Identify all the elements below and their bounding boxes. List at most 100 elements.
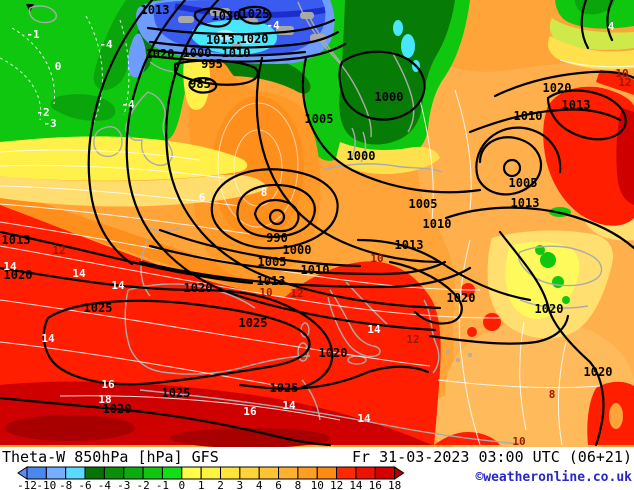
contour-label: -2	[36, 106, 49, 119]
contour-label: 1000	[375, 90, 404, 104]
legend-cell	[336, 466, 357, 480]
legend-tick-label: 2	[217, 479, 224, 490]
contour-label: 1020	[103, 402, 132, 416]
contour-label: 1025	[162, 386, 191, 400]
legend-tick-label: -2	[136, 479, 149, 490]
legend-tick-label: 14	[349, 479, 363, 490]
legend-cell	[200, 466, 221, 480]
contour-label: 14	[3, 260, 17, 273]
chart-title: Theta-W 850hPa [hPa] GFS	[2, 448, 219, 466]
contour-label: 1000	[183, 46, 212, 60]
legend-tick-label: -8	[59, 479, 72, 490]
color-scale-legend: -12 -10 -8 -6 -4 -3 -2 -1 0 1 2 3 4 6 8 10 12 14 16 18	[17, 466, 405, 490]
legend-tick-label: 6	[275, 479, 282, 490]
contour-label: 10	[259, 286, 272, 299]
contour-label: 1013	[2, 233, 31, 247]
legend-cell	[374, 466, 396, 480]
contour-label: 1010	[514, 109, 543, 123]
contour-label: 14	[72, 267, 86, 280]
contour-label: -4	[266, 19, 280, 32]
legend-cell	[103, 466, 125, 480]
legend-arrow-right-icon	[394, 466, 405, 480]
legend-tick-label: 8	[295, 479, 302, 490]
contour-label: 1010	[423, 217, 452, 231]
legend-tick-label: 3	[237, 479, 244, 490]
contour-label: -3	[43, 117, 56, 130]
contour-label: 1020	[447, 291, 476, 305]
contour-label: 12	[618, 76, 631, 89]
legend-cell	[297, 466, 318, 480]
chart-datetime: Fr 31-03-2023 03:00 UTC (06+21)	[352, 448, 632, 466]
contour-label: 1013	[562, 98, 591, 112]
contour-label: 14	[41, 332, 55, 345]
contour-label: 1025	[239, 316, 268, 330]
legend-tick-label: -3	[117, 479, 130, 490]
contour-label: 14	[367, 323, 381, 336]
contour-label: 8	[261, 186, 268, 199]
contour-label: 1013.	[206, 33, 242, 47]
contour-label: 995	[201, 57, 223, 71]
contour-label: -1	[26, 28, 40, 41]
contour-label: -4	[121, 98, 135, 111]
legend-tick-label: 18	[388, 479, 401, 490]
contour-label: 4	[608, 20, 615, 33]
contour-label: 10	[370, 252, 383, 265]
contour-label: 1030	[212, 9, 241, 23]
contour-label: 14	[282, 399, 296, 412]
legend-cell	[316, 466, 338, 480]
legend-cell	[239, 466, 260, 480]
contour-label: 1020	[535, 302, 564, 316]
legend-tick-label: -1	[156, 479, 169, 490]
legend-tick-label: 16	[369, 479, 382, 490]
legend-cell	[26, 466, 47, 480]
legend-tick-label: -4	[98, 479, 112, 490]
legend-cell	[181, 466, 202, 480]
region-east-red-blob	[543, 86, 634, 226]
contour-label: 1020	[146, 47, 175, 61]
contour-label: 0	[55, 60, 62, 73]
contour-label: 12	[52, 244, 65, 257]
legend-tick-label: 1	[198, 479, 205, 490]
contour-label: 1000	[283, 243, 312, 257]
contour-label: -4	[99, 38, 113, 51]
legend-tick-label: -10	[36, 479, 56, 490]
contour-label: 10	[615, 67, 628, 80]
contour-label: 18	[98, 393, 111, 406]
contour-label: 1005	[258, 255, 287, 269]
legend-tick-label: 4	[256, 479, 263, 490]
contour-label: 1025	[84, 301, 113, 315]
legend-cell	[161, 466, 183, 480]
legend-cell	[65, 466, 86, 480]
contour-label: 1013	[257, 274, 286, 288]
contour-label: 1020	[319, 346, 348, 360]
contour-label: 1020	[584, 365, 613, 379]
legend-tick-label: 12	[330, 479, 343, 490]
contour-label: 1010	[222, 46, 251, 60]
contour-label: 14	[111, 279, 125, 292]
legend-tick-label: -12	[17, 479, 37, 490]
contour-label: 10	[512, 435, 525, 447]
legend-cell	[278, 466, 299, 480]
copyright-text: ©weatheronline.co.uk	[475, 470, 632, 485]
contour-label: 1010	[301, 263, 330, 277]
contour-label: 1005	[409, 197, 438, 211]
contour-label: 1020	[543, 81, 572, 95]
legend-cell	[220, 466, 241, 480]
legend-cell	[123, 466, 144, 480]
legend-cell	[45, 466, 67, 480]
contour-label: 12	[290, 287, 303, 300]
contour-label: 8	[549, 388, 556, 401]
legend-tick-label: 10	[311, 479, 324, 490]
contour-label: 1005	[509, 176, 538, 190]
legend-arrow-left-icon	[17, 466, 28, 480]
legend-cell	[355, 466, 376, 480]
legend-tick-label: 0	[178, 479, 185, 490]
contour-label: 1013	[395, 238, 424, 252]
contour-label: 16	[101, 378, 115, 391]
contour-label: 1013	[141, 3, 170, 17]
isobar-lines	[0, 0, 634, 447]
contour-label: 1020	[240, 32, 269, 46]
